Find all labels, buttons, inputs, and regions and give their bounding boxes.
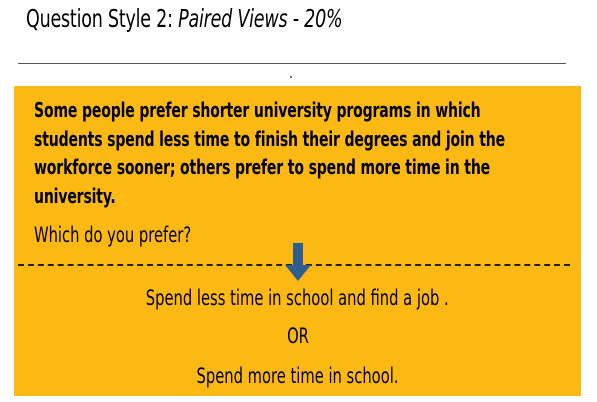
option-b-label: Spend more time in school. (196, 364, 399, 388)
title-prefix: Question Style 2: (26, 4, 179, 33)
option-b[interactable]: Spend more time in school. (14, 364, 581, 388)
option-separator: OR (14, 324, 581, 348)
question-box: Some people prefer shorter university pr… (14, 86, 581, 396)
decorative-dot (290, 76, 292, 78)
or-label: OR (286, 324, 309, 348)
slide-title: Question Style 2: Paired Views - 20% (26, 4, 343, 33)
option-a[interactable]: Spend less time in school and find a job… (14, 286, 581, 310)
option-a-label: Spend less time in school and find a job… (145, 286, 449, 310)
arrow-down-icon (285, 243, 311, 281)
question-prompt: Some people prefer shorter university pr… (34, 98, 505, 208)
title-divider (18, 63, 566, 64)
title-emphasis: Paired Views - 20% (178, 4, 343, 33)
which-prompt: Which do you prefer? (34, 223, 192, 247)
